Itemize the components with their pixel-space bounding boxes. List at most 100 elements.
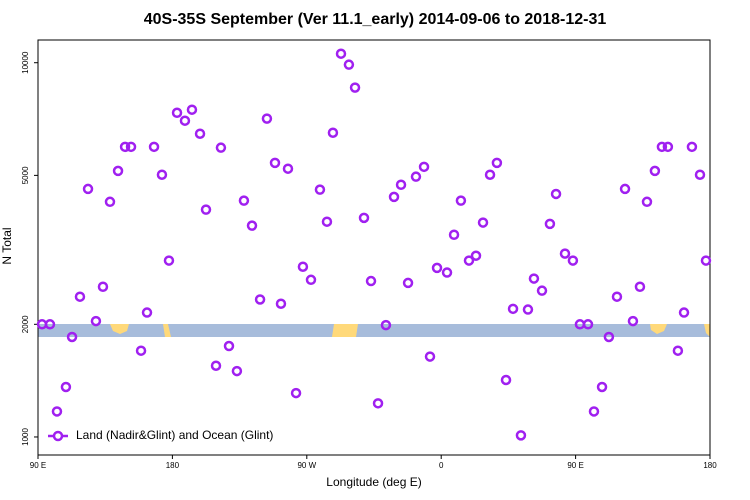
point: [678, 307, 690, 318]
point: [200, 204, 212, 215]
point: [672, 345, 684, 356]
point: [314, 184, 326, 195]
point: [455, 195, 467, 206]
point: [500, 374, 512, 386]
point: [163, 255, 175, 266]
ocean-band: [38, 324, 710, 337]
point: [536, 285, 548, 296]
point: [619, 183, 631, 195]
point: [141, 307, 153, 318]
point: [215, 142, 227, 153]
land-patch: [163, 324, 171, 337]
x-tick-label: 0: [439, 461, 444, 470]
point: [528, 273, 540, 284]
point: [343, 59, 355, 70]
point: [372, 398, 384, 409]
point: [112, 165, 124, 177]
point: [522, 304, 534, 315]
x-tick-label: 90 E: [567, 461, 583, 470]
y-tick-label: 10000: [21, 51, 30, 74]
point: [156, 169, 168, 180]
point: [567, 255, 579, 266]
legend-marker: [52, 430, 64, 442]
point: [125, 141, 137, 153]
point: [582, 319, 594, 330]
point: [135, 345, 147, 356]
point: [656, 141, 668, 153]
y-tick-label: 1000: [21, 428, 30, 446]
point: [694, 169, 706, 180]
point: [424, 351, 436, 362]
point: [550, 188, 562, 200]
point: [380, 319, 392, 331]
point: [402, 277, 414, 289]
point: [596, 381, 608, 393]
point: [491, 157, 503, 169]
point: [44, 319, 56, 330]
x-tick-label: 90 E: [30, 461, 46, 470]
point: [297, 261, 309, 272]
point: [358, 212, 370, 224]
map-strip: [38, 324, 710, 337]
chart-title: 40S-35S September (Ver 11.1_early) 2014-…: [144, 11, 607, 28]
y-tick-label: 5000: [21, 166, 30, 184]
land-patch: [704, 324, 710, 337]
point: [60, 381, 72, 393]
point: [395, 179, 407, 190]
point: [223, 340, 235, 352]
point: [66, 331, 78, 343]
point: [90, 315, 102, 327]
point: [254, 294, 266, 305]
point: [544, 218, 556, 230]
point: [349, 82, 361, 93]
point: [148, 141, 160, 153]
y-axis-label: N Total: [0, 227, 14, 264]
plot-frame: [37, 39, 711, 456]
point: [290, 387, 302, 399]
point: [470, 250, 482, 261]
point: [365, 275, 377, 287]
point: [238, 195, 250, 206]
point: [410, 171, 422, 182]
point: [321, 216, 333, 227]
point: [327, 127, 339, 138]
point: [246, 220, 258, 231]
legend-label: Land (Nadir&Glint) and Ocean (Glint): [76, 428, 273, 442]
point: [97, 281, 109, 292]
point: [611, 291, 623, 302]
point: [588, 406, 600, 417]
point: [261, 113, 273, 124]
point: [686, 141, 698, 153]
point: [507, 303, 519, 315]
land-patch: [650, 324, 667, 334]
point: [171, 107, 183, 119]
point: [627, 315, 639, 327]
point: [477, 217, 489, 228]
point: [210, 360, 222, 371]
point: [418, 161, 430, 173]
point: [448, 229, 460, 240]
point: [559, 248, 571, 259]
land-patch: [110, 324, 129, 334]
point: [282, 163, 294, 174]
point: [179, 115, 191, 126]
point: [484, 169, 496, 180]
y-tick-label: 2000: [21, 315, 30, 333]
point: [388, 191, 400, 203]
point: [51, 406, 63, 417]
point: [194, 128, 206, 139]
point: [269, 157, 281, 169]
point: [305, 274, 317, 286]
x-tick-label: 180: [166, 461, 180, 470]
point: [119, 141, 131, 153]
point: [634, 281, 646, 292]
point: [104, 196, 116, 208]
point: [649, 165, 661, 177]
point: [441, 267, 453, 278]
point: [515, 430, 527, 441]
point: [662, 141, 674, 153]
point: [641, 196, 653, 208]
point: [82, 183, 94, 195]
x-tick-label: 90 W: [297, 461, 316, 470]
